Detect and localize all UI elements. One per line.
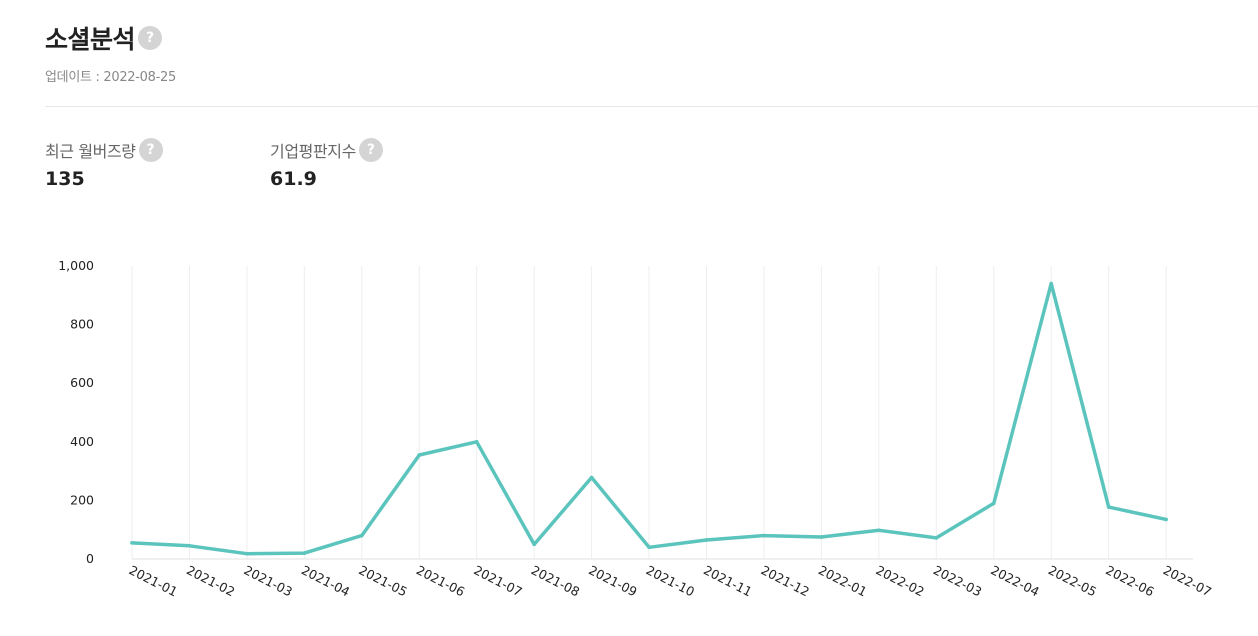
- divider: [45, 106, 1258, 107]
- update-date: 업데이트 : 2022-08-25: [45, 70, 176, 85]
- data-point: [360, 533, 364, 538]
- data-point: [991, 501, 996, 506]
- stat-label: 최근 월버즈량: [45, 142, 136, 161]
- x-tick-label: 2021-12: [759, 562, 812, 599]
- data-point: [647, 545, 651, 550]
- data-point: [1049, 281, 1053, 286]
- x-tick-label: 2021-10: [644, 562, 697, 599]
- data-point: [474, 440, 479, 444]
- x-tick-label: 2022-05: [1046, 562, 1099, 599]
- help-icon[interactable]: ?: [138, 26, 163, 50]
- stat-value: 135: [45, 168, 85, 190]
- title-row: 소셜분석 ?: [45, 20, 163, 56]
- stat-value: 61.9: [270, 168, 317, 190]
- x-tick-label: 2022-06: [1103, 562, 1156, 599]
- data-point: [532, 542, 536, 547]
- x-tick-label: 2022-01: [816, 562, 869, 599]
- x-tick-label: 2022-07: [1161, 562, 1214, 599]
- x-tick-label: 2021-02: [184, 562, 237, 599]
- x-tick-label: 2021-08: [529, 562, 582, 599]
- y-tick-label: 200: [70, 492, 94, 507]
- page-title: 소셜분석: [45, 25, 136, 54]
- x-tick-label: 2021-07: [471, 562, 524, 599]
- y-tick-label: 0: [86, 551, 94, 566]
- stat-label: 기업평판지수: [270, 142, 356, 161]
- y-tick-label: 1,000: [58, 258, 94, 273]
- x-tick-label: 2021-11: [701, 562, 754, 599]
- x-tick-label: 2022-02: [873, 562, 926, 599]
- help-icon[interactable]: ?: [358, 138, 383, 162]
- data-point: [762, 533, 766, 538]
- data-point: [302, 551, 307, 555]
- y-tick-label: 800: [70, 317, 94, 332]
- stat-monthly-buzz: 최근 월버즈량 ? 135: [45, 138, 163, 190]
- data-point: [1106, 505, 1111, 509]
- data-point: [704, 538, 709, 542]
- x-tick-label: 2021-06: [414, 562, 467, 599]
- data-point: [417, 453, 422, 457]
- y-tick-label: 400: [70, 434, 94, 449]
- x-tick-label: 2021-04: [299, 562, 352, 599]
- x-tick-label: 2021-09: [586, 562, 639, 599]
- y-tick-label: 600: [70, 375, 94, 390]
- x-tick-label: 2022-04: [988, 562, 1041, 599]
- data-point: [1164, 517, 1168, 522]
- x-tick-label: 2021-03: [242, 562, 295, 599]
- data-point: [877, 528, 881, 533]
- stat-reputation-index: 기업평판지수 ? 61.9: [270, 138, 383, 190]
- data-point: [819, 535, 824, 539]
- x-tick-label: 2021-01: [127, 562, 180, 599]
- x-tick-label: 2021-05: [356, 562, 409, 599]
- data-point: [934, 536, 939, 540]
- x-tick-label: 2022-03: [931, 562, 984, 599]
- help-icon[interactable]: ?: [138, 138, 163, 162]
- data-point: [245, 551, 249, 556]
- data-point: [187, 544, 192, 548]
- data-point: [130, 541, 134, 545]
- data-point: [589, 475, 594, 480]
